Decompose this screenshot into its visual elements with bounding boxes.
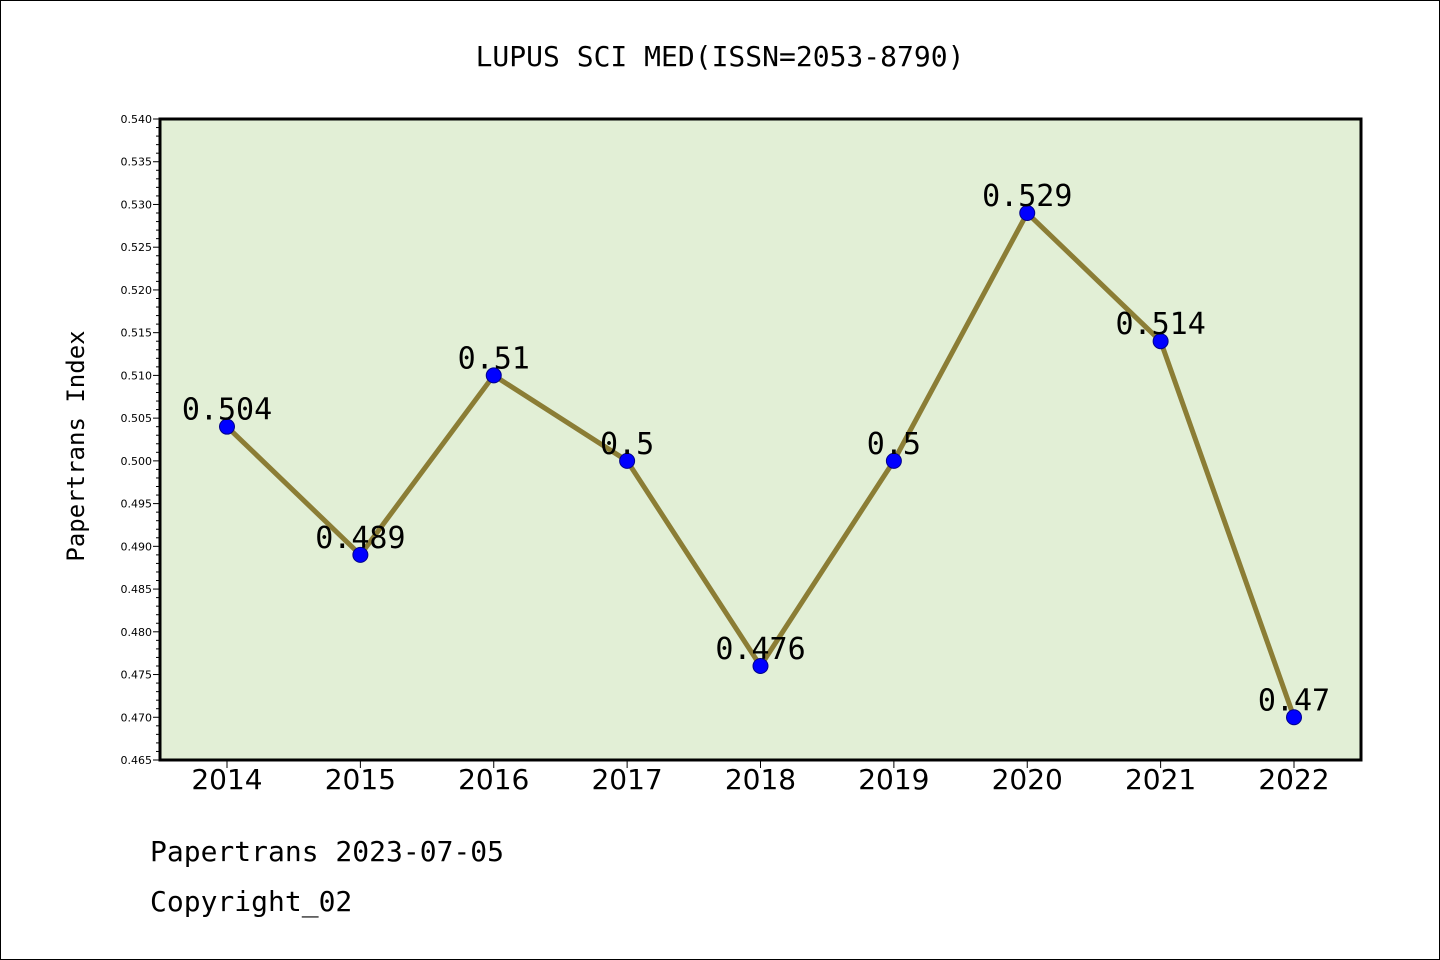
data-label: 0.504 [182,393,272,428]
x-tick-label: 2015 [325,763,396,796]
data-point [1286,709,1302,726]
y-tick-label: 0.480 [121,626,153,639]
y-tick-label: 0.515 [121,327,153,340]
y-tick-label: 0.475 [121,669,153,682]
data-point [352,546,369,563]
x-tick-label: 2018 [725,763,796,796]
y-tick-label: 0.525 [121,241,153,254]
data-point [219,418,235,435]
data-label: 0.489 [315,521,405,556]
data-point [1152,333,1169,350]
data-label: 0.529 [982,179,1072,214]
y-axis: 0.465 0.470 0.475 0.480 0.485 0.490 0.495 0.500… [121,113,160,767]
data-point [1019,205,1036,222]
data-point [752,657,769,674]
x-tick-label: 2016 [458,763,529,796]
y-tick-label: 0.530 [121,198,153,211]
y-tick-label: 0.495 [121,498,153,511]
y-tick-label: 0.535 [121,156,153,169]
x-tick-label: 2022 [1258,763,1329,796]
series-layer: 0.504 0.489 0.51 0.5 0.476 0.5 0.529 0.514 0.47 [182,179,1330,726]
plot-area [158,117,1363,762]
data-label: 0.5 [600,427,654,462]
data-label: 0.476 [715,632,805,667]
y-tick-label: 0.490 [121,540,153,553]
y-axis-label: Papertrans Index [62,330,90,561]
x-tick-label: 2017 [591,763,662,796]
x-tick-label: 2021 [1125,763,1196,796]
data-point [485,367,502,384]
data-label: 0.514 [1115,307,1205,342]
x-axis: 2014 2015 2016 2017 2018 2019 2020 2021 2022 [191,760,1330,796]
y-tick-label: 0.500 [121,455,153,468]
data-label: 0.51 [458,341,530,376]
footer-copyright: Copyright_02 [150,885,353,918]
y-tick-label: 0.540 [121,113,153,126]
y-tick-label: 0.505 [121,412,153,425]
data-label: 0.47 [1258,683,1330,718]
data-label: 0.5 [867,427,921,462]
x-tick-label: 2020 [992,763,1063,796]
y-tick-label: 0.520 [121,284,153,297]
footer-date: Papertrans 2023-07-05 [150,835,505,868]
x-tick-label: 2019 [858,763,929,796]
x-tick-label: 2014 [191,763,262,796]
data-point [885,452,902,469]
y-tick-label: 0.485 [121,583,153,596]
data-point [619,452,636,469]
y-tick-label: 0.510 [121,369,153,382]
y-tick-label: 0.465 [121,754,153,767]
chart-title: LUPUS SCI MED(ISSN=2053-8790) [476,40,965,73]
y-tick-label: 0.470 [121,711,153,724]
